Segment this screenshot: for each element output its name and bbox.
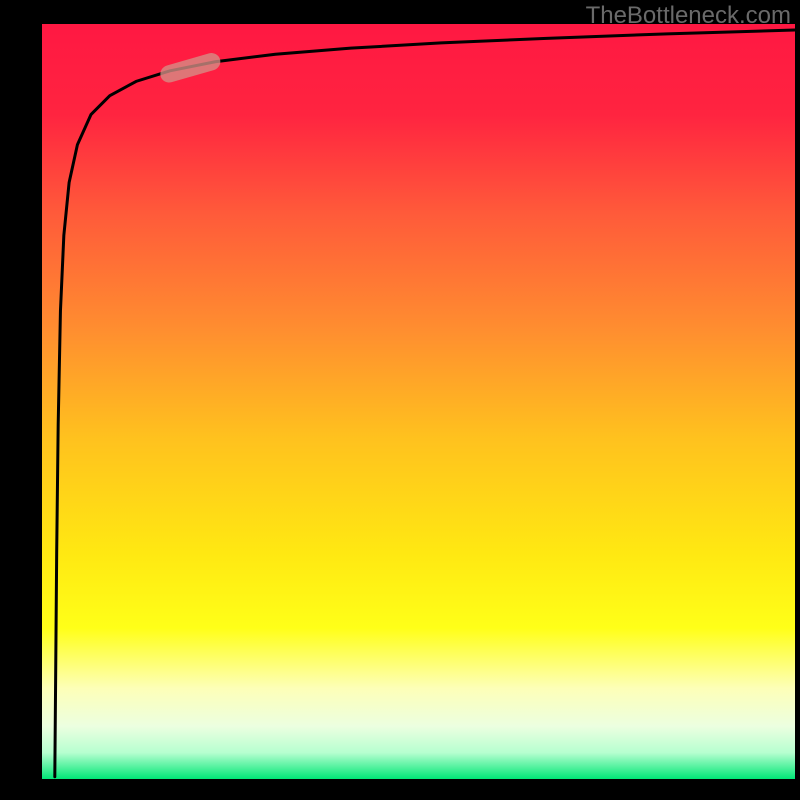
- highlight-capsule: [158, 51, 222, 85]
- plot-area: [42, 24, 795, 779]
- curve-line: [55, 30, 795, 777]
- attribution-text: TheBottleneck.com: [586, 2, 791, 30]
- curve-layer: [42, 24, 795, 779]
- chart-root: TheBottleneck.com: [0, 0, 800, 800]
